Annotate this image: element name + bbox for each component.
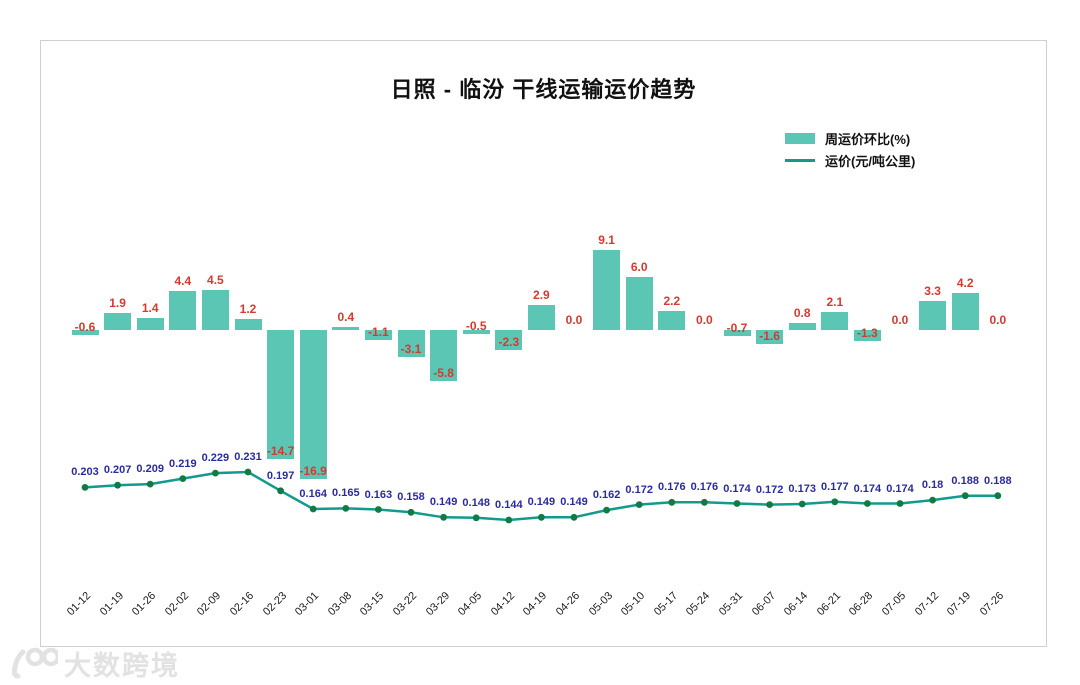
bar-value-label: -0.7 (726, 321, 748, 336)
rate-value-label: 0.174 (723, 482, 751, 495)
rate-value-label: 0.172 (755, 483, 784, 496)
bar-value-label: 1.9 (109, 296, 126, 311)
line-series-label: 运价(元/吨公里) (825, 154, 916, 169)
watermark-brand-text: 大数跨境 (64, 651, 180, 681)
rate-value-label: 0.231 (234, 451, 262, 463)
rate-value-label: 0.148 (462, 496, 490, 509)
rate-value-label: 0.229 (201, 452, 230, 465)
bar (495, 330, 523, 351)
bar (234, 319, 262, 330)
rate-value-label: 0.165 (332, 487, 360, 500)
bar-value-label: 0.0 (891, 313, 909, 327)
line-series-swatch (785, 159, 815, 162)
rate-value-label: 0.177 (821, 480, 849, 493)
bar-value-label: -16.9 (299, 463, 327, 478)
chart-panel-border (40, 40, 1047, 647)
bar (527, 304, 555, 330)
bar-value-label: -5.8 (433, 366, 454, 380)
bar (267, 330, 295, 460)
rate-value-label: 0.176 (690, 481, 719, 494)
bar-value-label: 1.4 (141, 300, 159, 315)
chart-title: 日照 - 临汾 干线运输运价趋势 (390, 77, 697, 102)
bar (853, 330, 881, 342)
bar-value-label: -1.1 (368, 324, 389, 339)
bar-value-label: 6.0 (630, 260, 648, 275)
bar-value-label: 4.5 (207, 273, 224, 288)
rate-value-label: 0.188 (984, 474, 1012, 487)
bar-value-label: 2.2 (663, 293, 681, 308)
bar (788, 323, 816, 330)
bar (71, 330, 99, 336)
bar-value-label: 2.9 (533, 287, 550, 302)
bar (919, 301, 947, 330)
bar-value-label: 0.0 (989, 313, 1007, 327)
rate-value-label: 0.188 (951, 474, 979, 487)
bar (462, 330, 490, 335)
bar (430, 330, 458, 381)
bar-value-label: -3.1 (400, 342, 422, 357)
rate-value-label: 0.18 (921, 479, 944, 492)
rate-value-label: 0.176 (658, 481, 686, 494)
bar (658, 310, 686, 330)
bar (397, 330, 425, 358)
rate-value-label: 0.197 (266, 469, 295, 482)
rate-value-label: 0.149 (560, 496, 588, 509)
bar-value-label: -0.5 (465, 319, 487, 334)
bar (201, 290, 229, 330)
bar-value-label: -1.6 (759, 329, 780, 344)
bar (104, 313, 132, 330)
bar (299, 330, 327, 479)
bar-value-label: -2.3 (498, 335, 520, 350)
rate-value-label: 0.144 (495, 499, 523, 511)
legend: 周运价环比(%) 运价(元/吨公里) (785, 131, 916, 169)
rate-value-label: 0.174 (886, 482, 914, 495)
bar-value-label: 3.3 (924, 284, 941, 298)
rate-value-label: 0.149 (527, 496, 556, 509)
bar-value-label: 0.4 (337, 309, 355, 324)
rate-value-label: 0.219 (169, 457, 197, 470)
bar (756, 330, 784, 345)
bar-series-label: 周运价环比(%) (825, 132, 911, 147)
rate-value-label: 0.158 (397, 491, 425, 504)
bar-value-label: -14.7 (266, 444, 295, 459)
bar (951, 293, 979, 330)
rate-value-label: 0.174 (853, 482, 882, 495)
bar (136, 317, 164, 330)
watermark-100-logo-icon (11, 647, 58, 678)
bar-value-label: 1.2 (239, 302, 257, 317)
bar (593, 249, 621, 330)
bar (821, 311, 849, 330)
bar-value-label: 4.2 (956, 276, 974, 290)
rate-value-label: 0.172 (625, 483, 653, 496)
bar-value-label: 2.1 (826, 294, 844, 309)
watermark: 大数跨境 (8, 644, 180, 683)
bar (364, 330, 392, 340)
bar-series-swatch (785, 133, 815, 144)
bar-value-label: 0.8 (793, 306, 811, 320)
bar-value-label: -0.6 (74, 320, 96, 335)
bar-value-label: 9.1 (598, 232, 615, 247)
bar-value-label: 4.4 (174, 274, 192, 289)
rate-value-label: 0.203 (71, 466, 99, 479)
legend-item-line-series: 运价(元/吨公里) (785, 153, 916, 169)
rate-value-label: 0.164 (299, 488, 327, 500)
rate-value-label: 0.209 (136, 463, 164, 476)
bar-value-label: 0.0 (696, 313, 713, 327)
rate-value-label: 0.207 (103, 464, 132, 477)
rate-value-label: 0.149 (429, 496, 458, 509)
bar (625, 277, 653, 330)
bar (169, 291, 197, 330)
bar (332, 326, 360, 330)
rate-value-label: 0.173 (788, 483, 816, 495)
rate-value-label: 0.162 (592, 489, 621, 502)
legend-item-bar-series: 周运价环比(%) (785, 131, 915, 147)
bar-value-label: 0.0 (565, 313, 583, 327)
bar (723, 330, 751, 337)
bar-value-label: -1.3 (857, 326, 878, 341)
rate-value-label: 0.163 (364, 488, 393, 501)
